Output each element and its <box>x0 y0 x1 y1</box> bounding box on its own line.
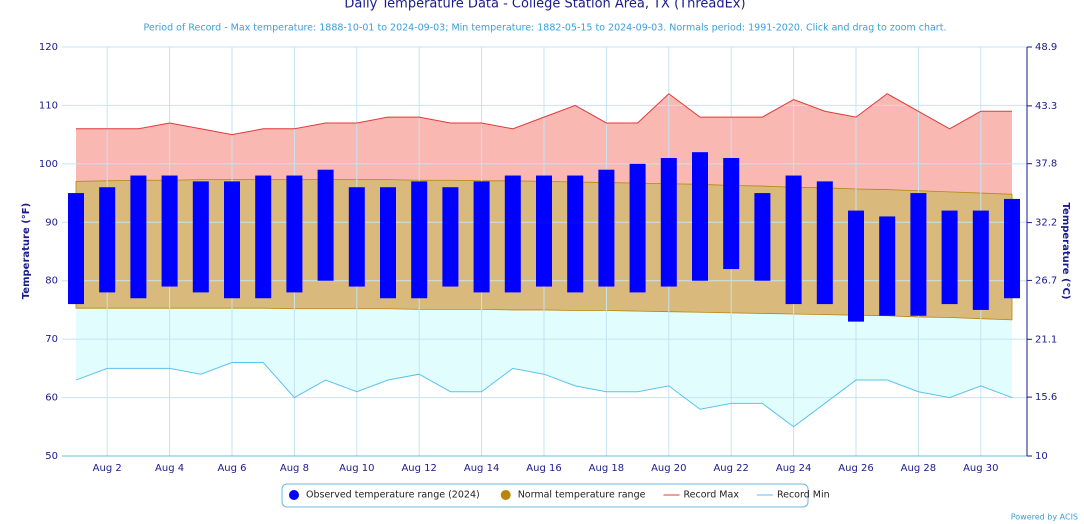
x-tick-label: Aug 10 <box>339 463 374 474</box>
observed-bar <box>785 175 802 305</box>
x-tick-label: Aug 8 <box>280 463 309 474</box>
observed-bar <box>1004 198 1020 299</box>
observed-bar <box>286 175 303 293</box>
y2-tick-label: 15.6 <box>1035 392 1057 403</box>
y-tick-label: 80 <box>45 276 58 287</box>
observed-bar <box>317 169 334 281</box>
y-tick-label: 70 <box>45 334 58 345</box>
y-tick-label: 90 <box>45 217 58 228</box>
observed-bar <box>816 181 833 305</box>
observed-bar <box>68 193 84 305</box>
legend-marker <box>500 490 511 500</box>
observed-bar <box>567 175 584 293</box>
observed-bar <box>723 158 740 270</box>
x-tick-label: Aug 6 <box>217 463 246 474</box>
y-tick-label: 60 <box>45 393 58 404</box>
y2-tick-label: 26.7 <box>1035 275 1057 286</box>
x-tick-label: Aug 22 <box>713 463 748 474</box>
legend-label: Normal temperature range <box>518 490 646 501</box>
y-tick-label: 100 <box>39 159 58 170</box>
legend-label: Record Max <box>683 490 739 501</box>
observed-bar <box>504 175 521 293</box>
x-tick-label: Aug 2 <box>93 463 122 474</box>
x-tick-label: Aug 30 <box>963 463 998 474</box>
observed-bar <box>879 216 896 316</box>
y-tick-label: 120 <box>39 42 58 53</box>
y2-tick-label: 43.3 <box>1035 101 1057 112</box>
observed-bar <box>598 169 615 287</box>
observed-bar <box>910 193 927 316</box>
y2-tick-label: 32.2 <box>1035 218 1057 229</box>
observed-bar <box>380 187 396 299</box>
observed-bar <box>255 175 272 299</box>
legend-label: Record Min <box>777 490 830 501</box>
record-max-line <box>76 93 1012 136</box>
y-tick-label: 110 <box>39 100 58 111</box>
y-tick-label: 50 <box>45 451 58 462</box>
legend-label: Observed temperature range (2024) <box>306 490 480 501</box>
observed-bar <box>411 181 428 299</box>
x-tick-label: Aug 18 <box>589 463 624 474</box>
observed-bar <box>848 210 864 322</box>
legend-marker <box>289 490 299 500</box>
observed-bar <box>473 181 490 293</box>
y-axis-label: Temperature (°F) <box>21 203 32 299</box>
chart-title: Daily Temperature Data - College Station… <box>344 0 745 12</box>
x-tick-label: Aug 16 <box>526 463 561 474</box>
y2-tick-label: 37.8 <box>1035 159 1057 170</box>
observed-bar <box>130 175 147 299</box>
observed-bar <box>224 181 240 299</box>
y2-tick-label: 21.1 <box>1035 334 1057 345</box>
observed-bar <box>692 152 708 281</box>
observed-bar <box>629 163 646 293</box>
y2-axis-label: Temperature (°C) <box>1060 203 1071 300</box>
observed-bar <box>192 181 209 293</box>
x-tick-label: Aug 12 <box>401 463 436 474</box>
observed-bar <box>972 210 989 310</box>
observed-bar <box>442 187 459 287</box>
credit: Powered by ACIS <box>1011 513 1078 522</box>
observed-bar <box>660 158 677 287</box>
x-tick-label: Aug 24 <box>776 463 811 474</box>
observed-bar <box>536 175 552 287</box>
observed-bar <box>754 193 771 281</box>
observed-bar <box>99 187 116 293</box>
x-tick-label: Aug 20 <box>651 463 686 474</box>
observed-bar <box>161 175 178 287</box>
x-tick-label: Aug 14 <box>464 463 499 474</box>
x-tick-label: Aug 4 <box>155 463 184 474</box>
observed-bar <box>348 187 365 287</box>
chart-subtitle: Period of Record - Max temperature: 1888… <box>144 23 947 34</box>
x-tick-label: Aug 26 <box>838 463 873 474</box>
observed-bar <box>941 210 958 305</box>
y2-tick-label: 48.9 <box>1035 42 1057 53</box>
record-min-line <box>75 362 1013 428</box>
x-tick-label: Aug 28 <box>901 463 936 474</box>
y2-tick-label: 10 <box>1035 451 1048 462</box>
legend-box <box>281 483 809 508</box>
